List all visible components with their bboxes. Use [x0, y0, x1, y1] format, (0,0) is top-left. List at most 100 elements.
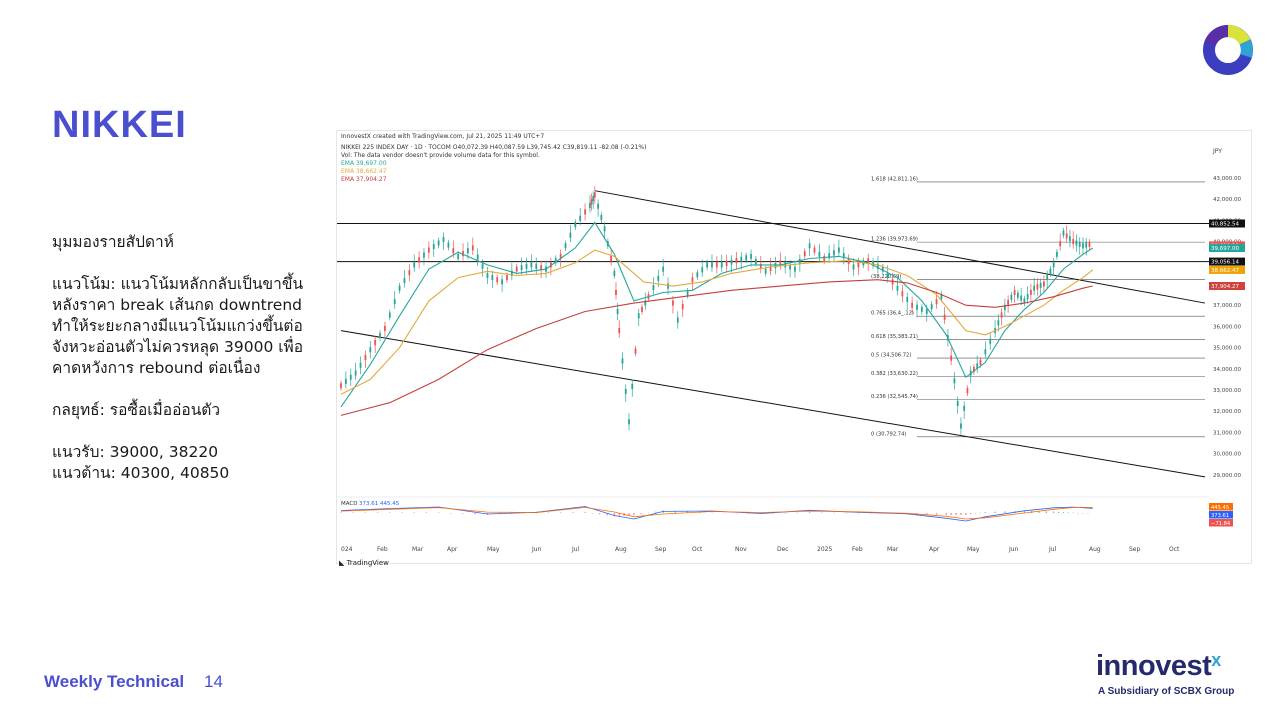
candle-body [755, 258, 757, 264]
horizontal-level-tag [1209, 219, 1245, 228]
macd-histogram-bar [821, 512, 823, 513]
candle-body [769, 265, 772, 271]
innovestx-brand: innovestx A Subsidiary of SCBX Group [1096, 650, 1256, 698]
macd-histogram-bar [1057, 511, 1060, 513]
y-tick-label: 37,000.00 [1213, 303, 1241, 309]
candle-body [1056, 251, 1058, 257]
candle-body [906, 296, 909, 303]
price-tag-label: 38,662.47 [1211, 268, 1239, 274]
macd-histogram-bar [870, 513, 872, 514]
macd-histogram-bar [945, 513, 947, 515]
candle-body [657, 275, 660, 281]
candle-body [1003, 304, 1006, 310]
candle-body [467, 248, 469, 254]
candle-body [520, 265, 523, 271]
candle-body [641, 306, 643, 312]
candle-body [960, 423, 962, 429]
candle-body [662, 266, 665, 272]
y-tick-label: 43,000.00 [1213, 176, 1241, 182]
macd-histogram-bar [613, 513, 615, 517]
macd-histogram-bar [401, 512, 403, 513]
candle-body [833, 250, 835, 256]
y-axis-currency: JPY [1212, 148, 1222, 155]
candle-body [1072, 239, 1075, 245]
candle-body [672, 300, 674, 306]
macd-histogram-bar [364, 512, 367, 513]
candle-body [610, 255, 613, 262]
x-tick-label: Apr [447, 546, 458, 553]
candle-body [1039, 282, 1042, 288]
candle-body [637, 313, 640, 319]
y-tick-label: 29,000.00 [1213, 473, 1241, 479]
candle-body [584, 209, 586, 215]
macd-histogram-bar [628, 513, 630, 516]
y-tick-label: 33,000.00 [1213, 388, 1241, 394]
commentary-resistance: แนวต้าน: 40300, 40850 [52, 464, 230, 482]
x-tick-label: Jun [1008, 546, 1019, 553]
candle-body [837, 247, 840, 253]
candle-body [452, 248, 455, 254]
candle-body [471, 245, 474, 251]
fib-level-label: 0 (30,792.74) [871, 431, 906, 437]
macd-histogram-bar [547, 512, 550, 513]
chart-symbol-line: NIKKEI 225 INDEX DAY · 1D · TOCOM O40,07… [341, 144, 647, 151]
candle-body [842, 253, 845, 259]
candle-body [803, 251, 806, 257]
candle-body [798, 258, 801, 264]
macd-histogram-bar [960, 513, 962, 515]
macd-histogram-bar [606, 513, 608, 516]
y-tick-label: 31,000.00 [1213, 430, 1241, 436]
candle-body [735, 258, 738, 264]
candle-body [881, 266, 884, 272]
macd-histogram-bar [784, 513, 786, 514]
candle-body [515, 266, 518, 272]
candle-body [340, 383, 342, 389]
candle-body [1059, 241, 1062, 247]
fib-level-label: 1.236 (39,973.69) [871, 237, 918, 243]
candle-body [1016, 292, 1019, 298]
ema-line-2 [340, 249, 1094, 395]
horizontal-level-label: 40,852.54 [1211, 221, 1239, 227]
macd-histogram-bar [1045, 511, 1047, 513]
candle-body [644, 300, 647, 306]
candle-body [413, 262, 416, 268]
tradingview-label: TradingView [346, 559, 389, 567]
candle-body [1062, 230, 1065, 236]
candle-body [398, 285, 401, 291]
candle-body [354, 370, 357, 376]
brand-name: innovest [1096, 650, 1212, 682]
macd-histogram-bar [1062, 512, 1065, 513]
candle-body [691, 277, 694, 283]
x-tick-label: May [487, 546, 500, 553]
x-tick-label: Mar [887, 546, 899, 553]
macd-histogram-bar [413, 512, 415, 513]
candle-body [457, 253, 460, 259]
macd-histogram-bar [655, 511, 657, 513]
candle-body [1036, 284, 1039, 290]
candle-body [634, 348, 637, 354]
commentary-trend: แนวโน้ม: แนวโน้มหลักกลับเป็นขาขึ้น หลังร… [52, 275, 304, 377]
candle-body [574, 222, 577, 228]
candle-body [764, 268, 767, 274]
macd-histogram-bar [438, 512, 440, 513]
candle-body [750, 253, 752, 259]
candle-body [359, 362, 362, 368]
fib-level-label: 0.382 (33,630.22) [871, 371, 918, 377]
candle-body [1085, 242, 1088, 248]
macd-histogram-bar [965, 513, 967, 515]
macd-histogram-bar [352, 512, 354, 513]
candle-body [681, 304, 684, 310]
candle-body [852, 264, 855, 270]
fib-level-label: 0.5 (34,506.72) [871, 353, 911, 359]
x-tick-label: Feb [377, 546, 388, 553]
candle-body [403, 277, 406, 283]
candle-body [976, 363, 979, 369]
candle-body [940, 294, 943, 300]
candle-body [1023, 298, 1026, 304]
candle-body [696, 272, 699, 278]
macd-tag [1209, 511, 1233, 519]
macd-histogram-bar [450, 513, 452, 514]
macd-histogram-bar [1004, 511, 1006, 513]
candle-body [979, 359, 982, 365]
macd-histogram-bar [599, 513, 601, 515]
